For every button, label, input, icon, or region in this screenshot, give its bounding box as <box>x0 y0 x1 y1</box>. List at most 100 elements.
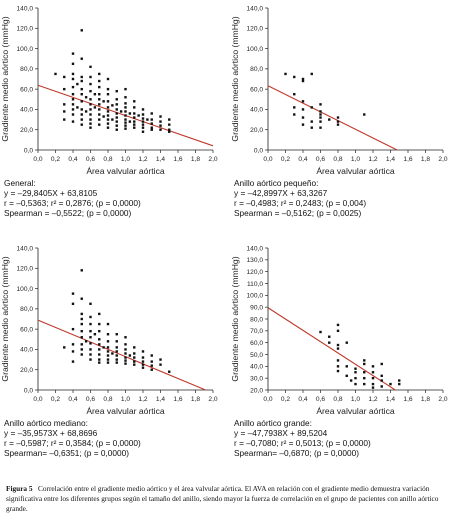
y-tick-label: 120,0 <box>16 26 33 33</box>
y-axis-label: Gradiente medio aórtico (mmHg) <box>230 256 240 381</box>
data-point <box>310 126 313 129</box>
y-tick-label: 50,0 <box>250 352 263 359</box>
data-point <box>319 103 322 106</box>
y-tick-label: 80,0 <box>250 66 263 73</box>
data-point <box>89 322 92 326</box>
chart-panel-medium-annulus: 0,0 0,2 0,4 0,6 0,8 1,0 1,2 1,4 1,6 1,8 2,0 0,0 20,0… <box>0 240 230 480</box>
data-point <box>336 365 340 368</box>
x-tick-label: 1,4 <box>156 396 165 403</box>
data-point <box>71 343 75 346</box>
y-tick-label: 70,0 <box>250 328 263 335</box>
x-tick-label: 0,2 <box>281 156 290 163</box>
data-point <box>106 361 110 364</box>
stats-line: y = –29,8405X + 63,8105 <box>4 188 98 198</box>
data-point <box>115 120 118 123</box>
data-point <box>115 98 118 101</box>
data-point <box>293 93 296 96</box>
data-point <box>363 382 366 386</box>
data-point <box>310 72 313 76</box>
stats-line: r = –0,5363; r² = 0,2876; (p = 0,0000) <box>4 198 141 208</box>
data-point <box>301 100 305 103</box>
data-point <box>133 106 136 109</box>
data-point <box>89 113 92 116</box>
y-tick-label: 80,0 <box>20 306 33 313</box>
y-tick-label: 40,0 <box>20 107 33 114</box>
data-point <box>106 93 110 96</box>
x-tick-label: 1,0 <box>351 156 360 163</box>
data-point <box>80 348 83 351</box>
x-tick-label: 0,4 <box>298 396 307 403</box>
data-point <box>80 87 83 91</box>
x-tick-label: 0,6 <box>86 396 95 403</box>
data-point <box>159 363 162 366</box>
data-point <box>71 350 75 353</box>
data-point <box>133 126 136 129</box>
data-point <box>71 327 75 331</box>
x-tick-label: 1,6 <box>403 396 412 403</box>
data-point <box>115 108 118 111</box>
data-point <box>80 75 83 79</box>
data-point <box>380 379 383 382</box>
data-point <box>98 123 101 126</box>
x-tick-label: 0,4 <box>68 396 77 403</box>
data-point <box>141 363 145 366</box>
data-point <box>124 118 127 121</box>
data-point <box>71 108 75 111</box>
data-point <box>354 367 357 370</box>
x-axis-label: Área valvular aórtica <box>86 406 165 416</box>
y-tick-label: 140,0 <box>246 245 263 252</box>
data-point <box>293 106 296 109</box>
data-point <box>133 346 136 349</box>
data-point <box>389 382 392 386</box>
data-point <box>98 329 101 333</box>
figure-caption: Figura 5 Correlación entre el gradiente … <box>6 484 456 514</box>
data-point <box>150 118 153 121</box>
data-point <box>301 77 305 81</box>
data-point <box>98 343 101 346</box>
scatter-chart-general: 0,0 0,2 0,4 0,6 0,8 1,0 1,2 1,4 1,6 1,8 2,0 0,0 20,0… <box>0 5 218 176</box>
data-point <box>89 302 92 305</box>
data-point <box>363 113 366 116</box>
y-tick-label: 120,0 <box>246 269 263 276</box>
data-point <box>319 126 322 129</box>
data-point <box>168 128 171 131</box>
data-point <box>319 113 322 116</box>
data-point <box>345 374 348 377</box>
y-axis-label: Gradiente medio aórtico (mmHg) <box>0 16 10 141</box>
data-point <box>89 82 92 86</box>
data-point <box>84 96 88 99</box>
data-point <box>98 118 101 121</box>
x-tick-label: 1,2 <box>138 156 147 163</box>
figure-label: Figura 5 <box>6 484 33 493</box>
y-tick-label: 0,0 <box>254 147 263 154</box>
x-tick-label: 1,6 <box>403 156 412 163</box>
y-axis-label: Gradiente medio aórtico (mmHg) <box>230 16 240 141</box>
data-point <box>141 360 145 363</box>
regression-line <box>37 319 206 391</box>
data-point <box>102 100 105 103</box>
x-tick-label: 1,8 <box>191 156 200 163</box>
data-point <box>168 130 171 133</box>
data-point <box>98 358 101 361</box>
stats-line: r = –0,7080; r² = 0,5013; (p = 0,0000) <box>234 438 371 448</box>
data-point <box>150 122 153 125</box>
data-point <box>89 315 92 319</box>
x-tick-label: 0,4 <box>68 156 77 163</box>
x-axis-label: Área valvular aórtica <box>316 406 395 416</box>
data-point <box>124 356 127 359</box>
y-tick-label: 40,0 <box>250 364 263 371</box>
data-point <box>336 343 340 347</box>
data-point <box>98 103 101 106</box>
x-tick-label: 0,8 <box>333 156 342 163</box>
x-tick-label: 2,0 <box>208 396 217 403</box>
x-tick-label: 0,2 <box>51 156 60 163</box>
data-point <box>124 124 127 127</box>
x-tick-label: 1,8 <box>421 396 430 403</box>
data-point <box>63 87 66 91</box>
data-point <box>111 118 114 121</box>
data-point <box>119 110 123 113</box>
x-tick-label: 0,2 <box>51 396 60 403</box>
data-point <box>80 343 83 346</box>
data-point <box>159 358 162 361</box>
data-point <box>98 113 101 116</box>
